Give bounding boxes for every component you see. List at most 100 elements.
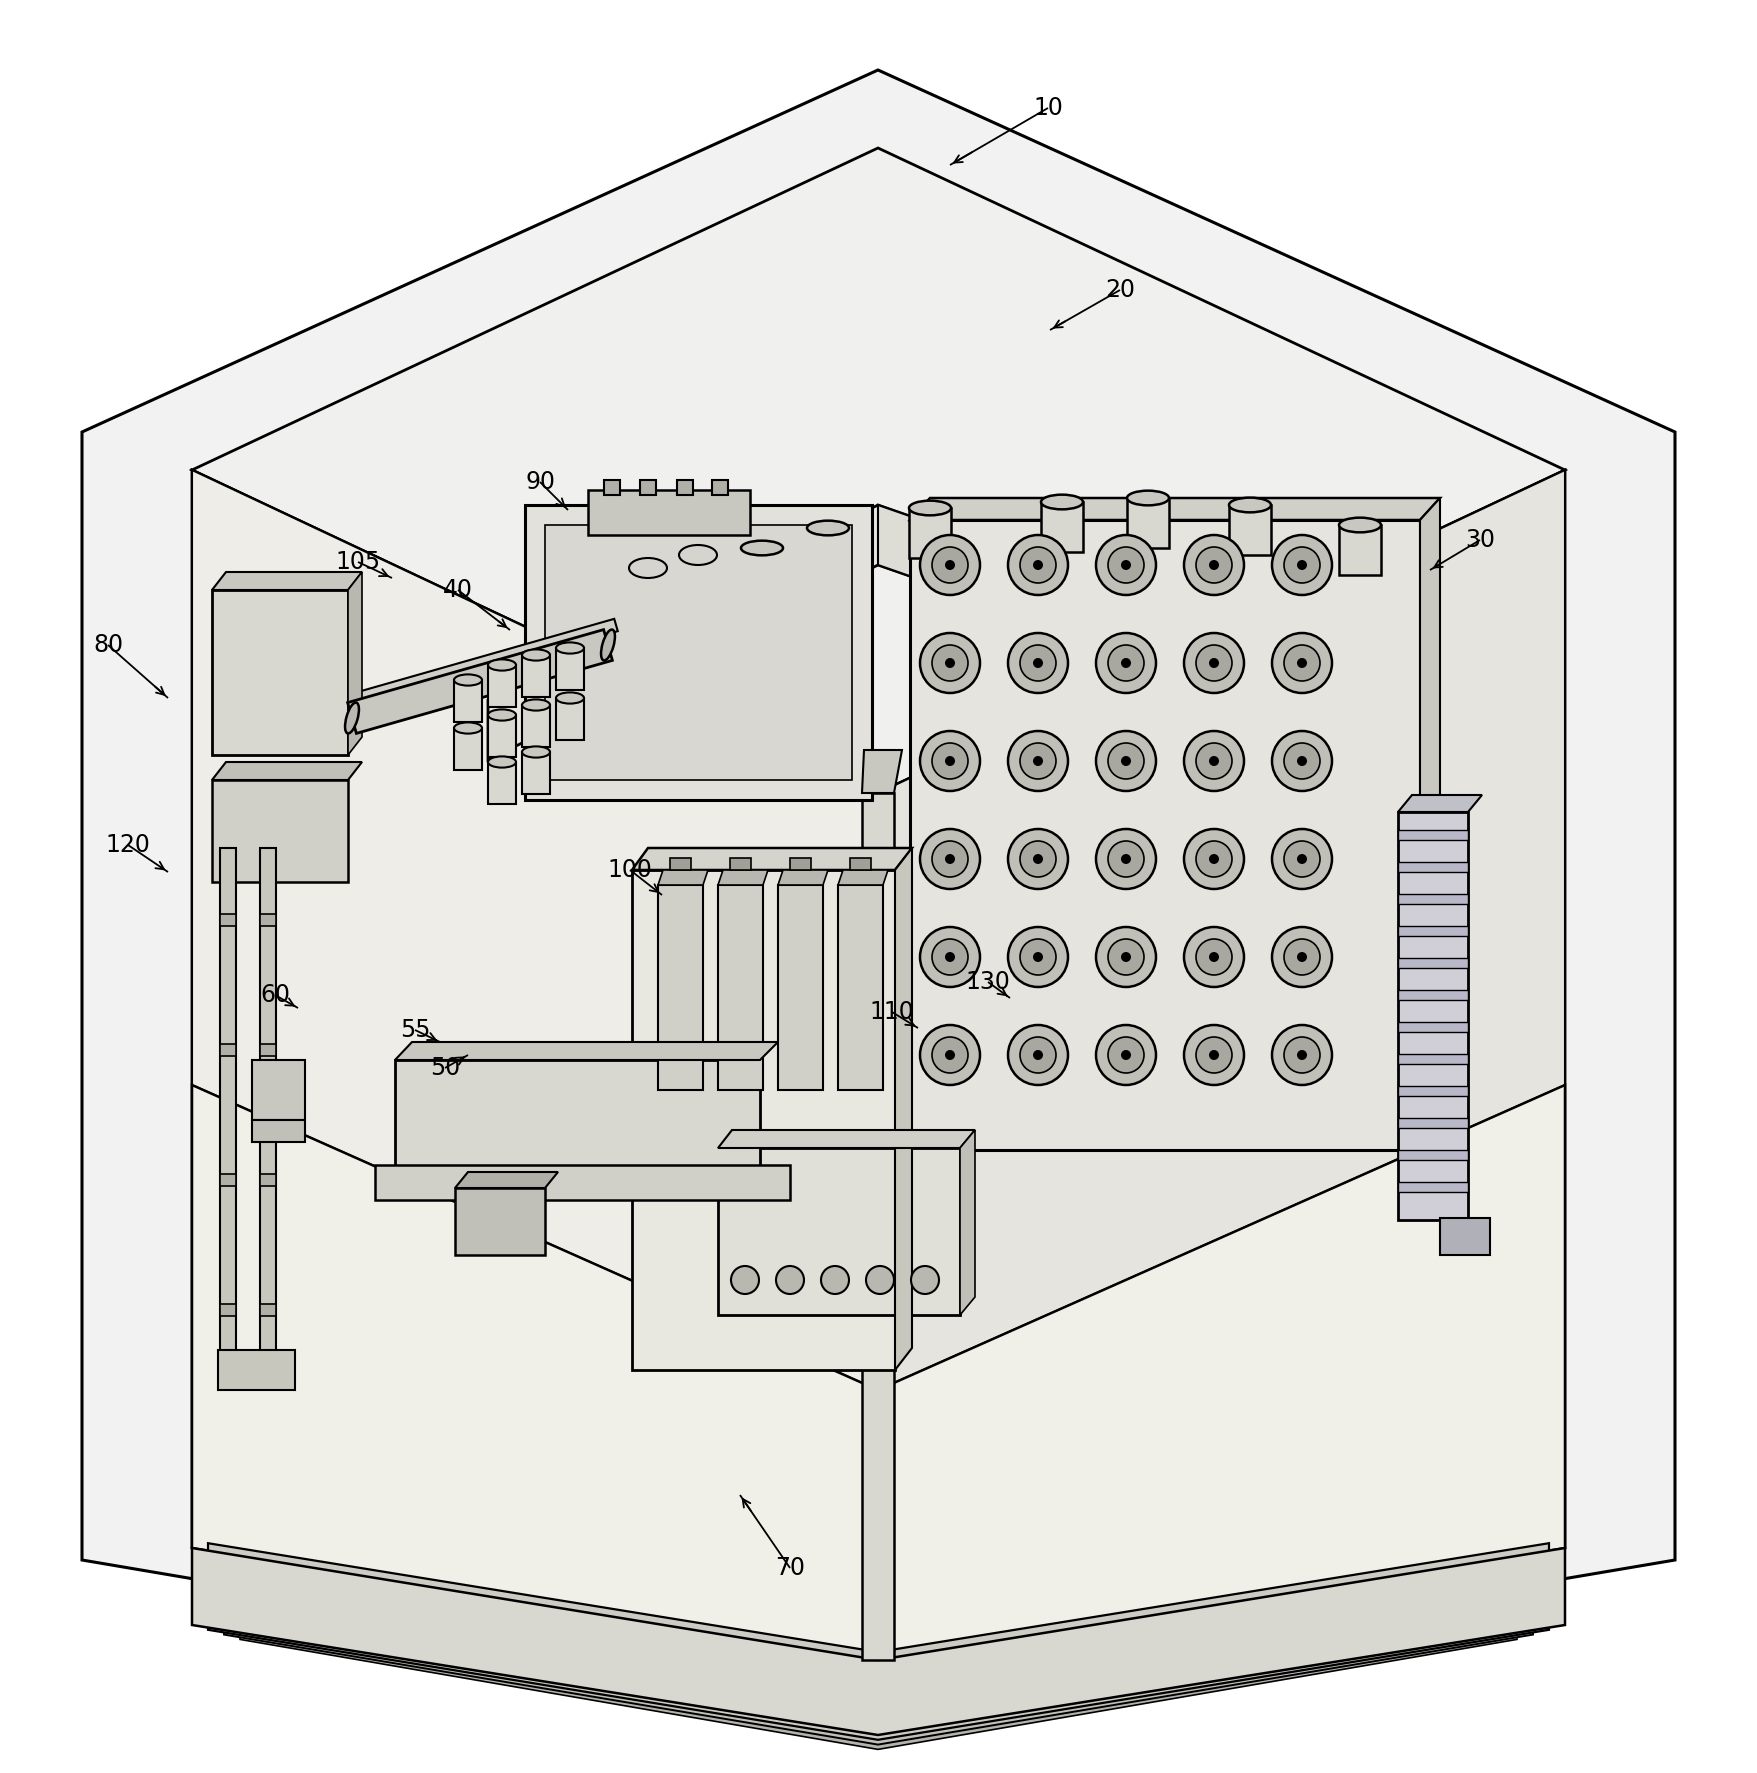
Polygon shape bbox=[170, 158, 1587, 1606]
Circle shape bbox=[1184, 830, 1244, 888]
Ellipse shape bbox=[1040, 495, 1082, 509]
Circle shape bbox=[1297, 952, 1307, 963]
Circle shape bbox=[1184, 927, 1244, 988]
Circle shape bbox=[1209, 1050, 1219, 1060]
Circle shape bbox=[1109, 1037, 1144, 1073]
Circle shape bbox=[1272, 1025, 1332, 1085]
Polygon shape bbox=[213, 780, 348, 881]
Circle shape bbox=[1009, 1025, 1068, 1085]
Polygon shape bbox=[1040, 502, 1082, 551]
Polygon shape bbox=[1399, 1053, 1469, 1064]
Circle shape bbox=[945, 952, 956, 963]
Circle shape bbox=[1297, 855, 1307, 863]
Polygon shape bbox=[778, 871, 828, 885]
Polygon shape bbox=[241, 1534, 1516, 1750]
Circle shape bbox=[1197, 645, 1232, 681]
Polygon shape bbox=[260, 1044, 276, 1057]
Ellipse shape bbox=[344, 702, 358, 734]
Circle shape bbox=[1096, 730, 1156, 791]
Circle shape bbox=[731, 1266, 759, 1294]
Polygon shape bbox=[1399, 812, 1469, 1220]
Circle shape bbox=[1197, 743, 1232, 778]
Polygon shape bbox=[719, 871, 768, 885]
Polygon shape bbox=[192, 147, 1565, 793]
Text: 110: 110 bbox=[870, 1000, 914, 1025]
Circle shape bbox=[1297, 1050, 1307, 1060]
Polygon shape bbox=[676, 480, 692, 495]
Polygon shape bbox=[260, 1303, 276, 1316]
Polygon shape bbox=[791, 858, 812, 871]
Polygon shape bbox=[659, 871, 708, 885]
Circle shape bbox=[931, 743, 968, 778]
Polygon shape bbox=[455, 1172, 559, 1188]
Polygon shape bbox=[1399, 894, 1469, 904]
Circle shape bbox=[1021, 1037, 1056, 1073]
Circle shape bbox=[1096, 927, 1156, 988]
Text: 130: 130 bbox=[966, 970, 1010, 995]
Polygon shape bbox=[589, 489, 750, 535]
Polygon shape bbox=[207, 1543, 1550, 1739]
Circle shape bbox=[910, 1266, 938, 1294]
Circle shape bbox=[1033, 1050, 1044, 1060]
Text: 100: 100 bbox=[608, 858, 652, 881]
Polygon shape bbox=[488, 762, 517, 803]
Text: 55: 55 bbox=[401, 1018, 430, 1043]
Polygon shape bbox=[358, 619, 618, 704]
Text: 70: 70 bbox=[775, 1557, 805, 1580]
Circle shape bbox=[1284, 1037, 1320, 1073]
Polygon shape bbox=[213, 590, 348, 755]
Text: 90: 90 bbox=[525, 470, 555, 495]
Ellipse shape bbox=[453, 722, 481, 734]
Text: 120: 120 bbox=[105, 833, 151, 856]
Polygon shape bbox=[83, 69, 1674, 1695]
Polygon shape bbox=[488, 505, 1437, 761]
Polygon shape bbox=[192, 1085, 1565, 1660]
Ellipse shape bbox=[453, 674, 481, 686]
Circle shape bbox=[1109, 840, 1144, 878]
Polygon shape bbox=[488, 665, 517, 707]
Polygon shape bbox=[192, 470, 879, 1390]
Circle shape bbox=[945, 658, 956, 668]
Circle shape bbox=[1021, 548, 1056, 583]
Ellipse shape bbox=[555, 693, 583, 704]
Polygon shape bbox=[878, 505, 1437, 761]
Ellipse shape bbox=[1126, 491, 1168, 505]
Circle shape bbox=[1272, 633, 1332, 693]
Circle shape bbox=[1184, 730, 1244, 791]
Circle shape bbox=[1197, 1037, 1232, 1073]
Circle shape bbox=[931, 940, 968, 975]
Polygon shape bbox=[741, 548, 784, 598]
Polygon shape bbox=[220, 847, 235, 1365]
Polygon shape bbox=[1228, 505, 1270, 555]
Polygon shape bbox=[213, 762, 362, 780]
Circle shape bbox=[821, 1266, 849, 1294]
Circle shape bbox=[1121, 658, 1132, 668]
Text: 50: 50 bbox=[430, 1057, 460, 1080]
Circle shape bbox=[1209, 755, 1219, 766]
Ellipse shape bbox=[629, 558, 668, 578]
Text: 10: 10 bbox=[1033, 96, 1063, 121]
Polygon shape bbox=[395, 1060, 761, 1181]
Polygon shape bbox=[1420, 498, 1441, 1151]
Polygon shape bbox=[104, 92, 1653, 1674]
Circle shape bbox=[1272, 535, 1332, 596]
Circle shape bbox=[1272, 830, 1332, 888]
Circle shape bbox=[1096, 633, 1156, 693]
Text: 20: 20 bbox=[1105, 278, 1135, 301]
Polygon shape bbox=[522, 706, 550, 746]
Polygon shape bbox=[455, 1188, 545, 1255]
Circle shape bbox=[1033, 658, 1044, 668]
Polygon shape bbox=[1399, 862, 1469, 872]
Circle shape bbox=[1121, 1050, 1132, 1060]
Polygon shape bbox=[260, 915, 276, 926]
Circle shape bbox=[945, 560, 956, 569]
Circle shape bbox=[1096, 535, 1156, 596]
Circle shape bbox=[931, 548, 968, 583]
Polygon shape bbox=[1399, 1021, 1469, 1032]
Polygon shape bbox=[712, 480, 727, 495]
Polygon shape bbox=[555, 699, 583, 739]
Polygon shape bbox=[910, 498, 1441, 519]
Polygon shape bbox=[348, 573, 362, 755]
Polygon shape bbox=[910, 519, 1420, 1151]
Circle shape bbox=[1021, 743, 1056, 778]
